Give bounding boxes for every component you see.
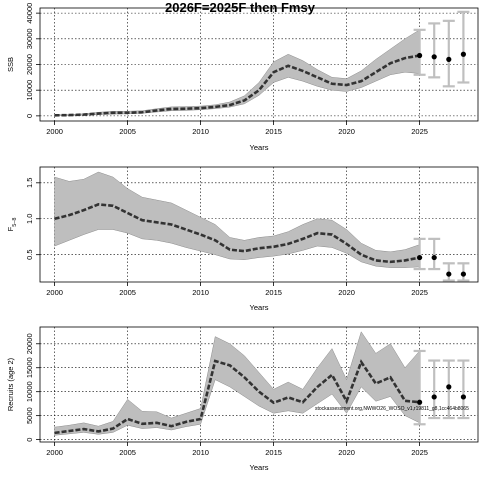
- y-tick-label: 0: [25, 114, 34, 118]
- y-tick-label: 20000: [25, 333, 34, 354]
- y-tick-label: 1.0: [25, 214, 34, 224]
- x-tick-label: 2000: [46, 448, 63, 457]
- x-tick-label: 2015: [265, 127, 282, 136]
- y-tick-label: 20000: [25, 54, 34, 75]
- y-tick-label: 1.5: [25, 178, 34, 188]
- x-tick-label: 2005: [119, 448, 136, 457]
- projection-point: [417, 399, 423, 405]
- plot-frame: [39, 166, 479, 283]
- x-tick-label: 2020: [338, 448, 355, 457]
- projection-point: [431, 54, 437, 60]
- x-axis-label: Years: [250, 303, 269, 312]
- x-tick-label: 2025: [411, 127, 428, 136]
- y-tick-label: 10000: [25, 80, 34, 101]
- x-tick-label: 2005: [119, 127, 136, 136]
- x-tick-label: 2000: [46, 288, 63, 297]
- panel-2: 2000 2005 2010 2015 2020 2025 0.5 1.0 1.5 Years F5…: [6, 166, 479, 312]
- y-tick-label: 0.5: [25, 249, 34, 259]
- watermark-annotation: stockassessment.org,NWWO26_WOSO_v1,r1981…: [315, 406, 469, 412]
- confidence-band: [54, 171, 420, 268]
- estimate-line: [54, 54, 420, 117]
- plot-frame: [39, 326, 479, 443]
- panel-1: 2000 2005 2010 2015 2020 2025 0 10000 20000 30000…: [6, 3, 479, 152]
- projection-point: [446, 56, 452, 62]
- projection-point: [431, 394, 437, 400]
- y-tick-label: 40000: [25, 3, 34, 24]
- projection-point: [460, 51, 466, 57]
- x-tick-label: 2010: [192, 448, 209, 457]
- estimate-line: [54, 203, 420, 264]
- projection-point: [446, 384, 452, 390]
- y-axis-label: F5–8: [6, 218, 18, 232]
- projection-point: [460, 271, 466, 277]
- x-tick-label: 2015: [265, 448, 282, 457]
- y-tick-label: 10000: [25, 381, 34, 402]
- projection-point: [460, 394, 466, 400]
- confidence-band: [54, 331, 420, 436]
- x-tick-label: 2020: [338, 127, 355, 136]
- y-tick-label: 15000: [25, 357, 34, 378]
- y-tick-label: 30000: [25, 28, 34, 49]
- x-tick-label: 2000: [46, 127, 63, 136]
- x-tick-label: 2010: [192, 127, 209, 136]
- x-tick-label: 2025: [411, 448, 428, 457]
- y-axis-label: Recruits (age 2): [6, 357, 15, 411]
- projection-point: [417, 52, 423, 59]
- y-tick-label: 0: [25, 438, 34, 442]
- x-tick-label: 2020: [338, 288, 355, 297]
- y-axis-label: SSB: [6, 57, 15, 72]
- estimate-line: [54, 359, 420, 435]
- x-tick-label: 2025: [411, 288, 428, 297]
- y-axis-label-subscript: 5–8: [12, 218, 18, 227]
- y-tick-label: 5000: [25, 407, 34, 424]
- x-tick-label: 2015: [265, 288, 282, 297]
- projection-point: [417, 254, 423, 261]
- x-tick-label: 2005: [119, 288, 136, 297]
- panel-3: 2000 2005 2010 2015 2020 2025 0 5000 10000 15000 2…: [6, 326, 479, 472]
- x-axis-label: Years: [250, 143, 269, 152]
- x-tick-label: 2010: [192, 288, 209, 297]
- projection-point: [431, 254, 437, 261]
- chart-title: 2026F=2025F then Fmsy: [165, 0, 315, 15]
- x-axis-label: Years: [250, 463, 269, 472]
- projection-point: [446, 271, 452, 277]
